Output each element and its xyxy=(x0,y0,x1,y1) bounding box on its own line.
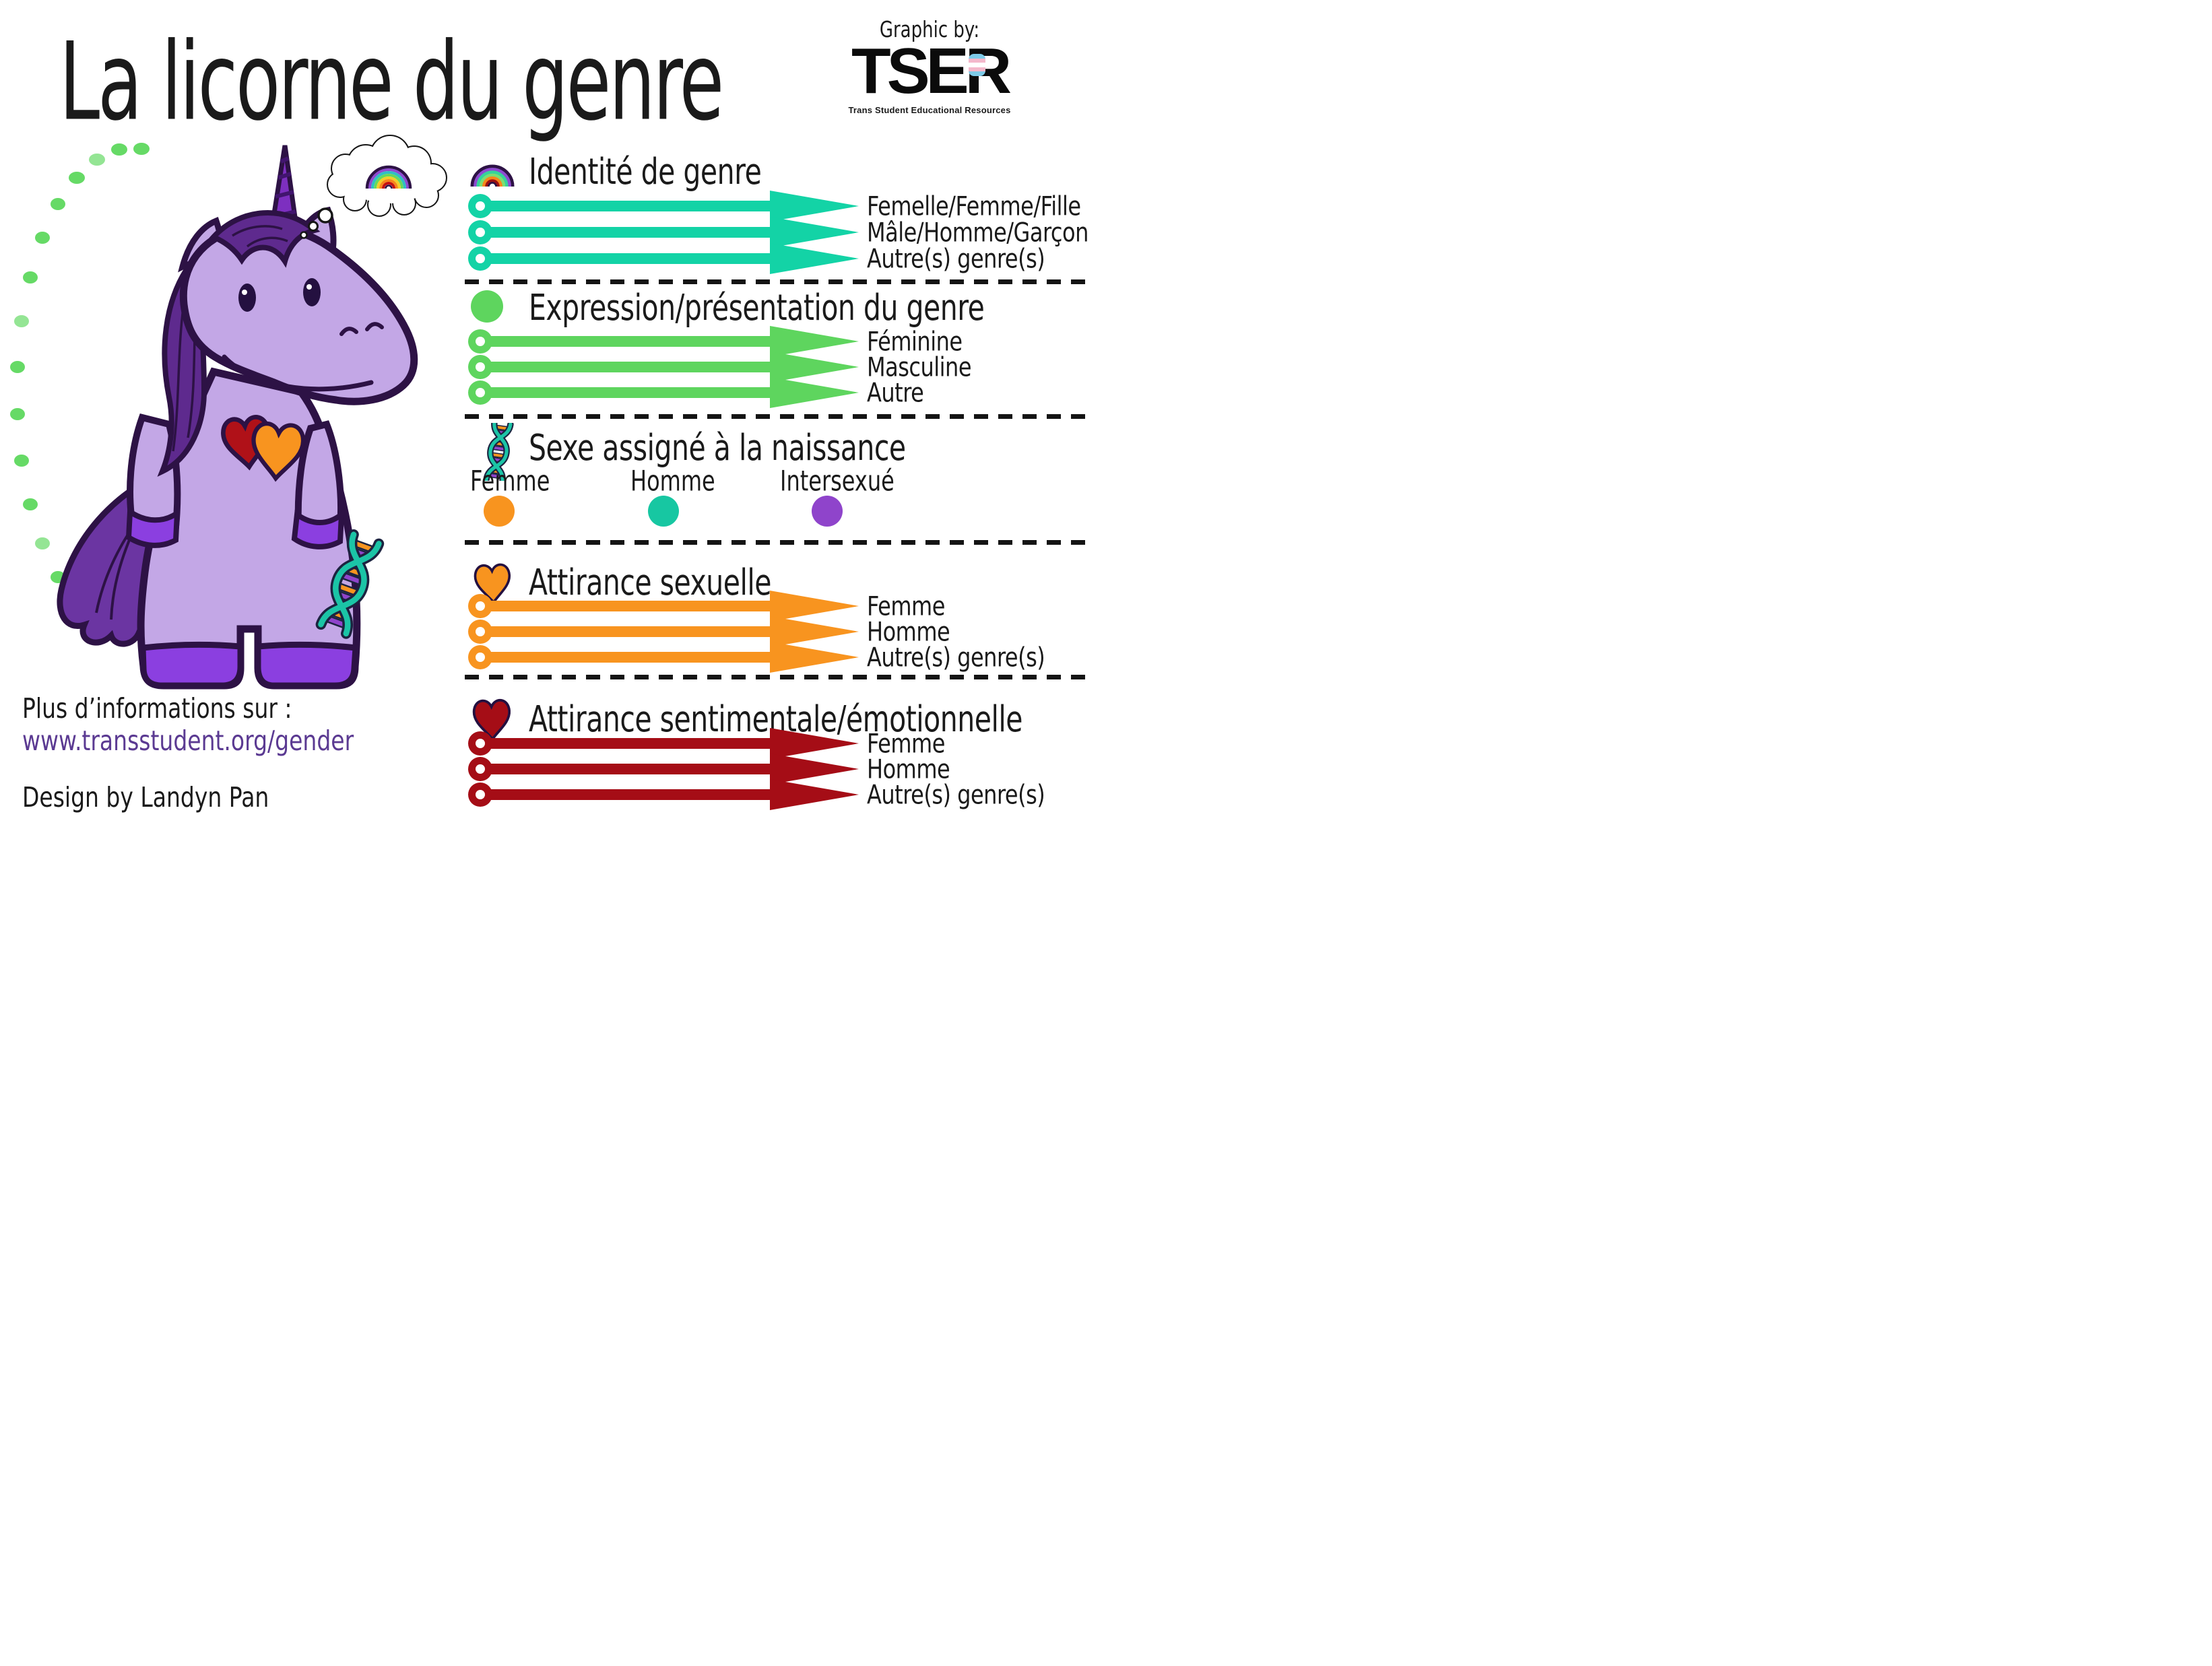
arrow-bar xyxy=(480,201,770,211)
arrow-label: Mâle/Homme/Garçon xyxy=(867,216,1088,248)
arrow-bar xyxy=(480,626,770,637)
unicorn-face xyxy=(222,278,384,392)
arrow-knob xyxy=(468,194,492,218)
arrow-knob xyxy=(468,731,492,756)
section-divider xyxy=(465,675,1095,679)
design-credit: Design by Landyn Pan xyxy=(22,780,269,813)
arrow-bar xyxy=(480,362,770,372)
arrow-label: Autre(s) genre(s) xyxy=(867,641,1045,673)
arrow-label: Femme xyxy=(867,727,945,760)
thought-bubble xyxy=(300,135,447,239)
arrow-bar xyxy=(480,336,770,347)
arrow-head xyxy=(770,779,859,810)
section-title-sexual-attraction: Attirance sexuelle xyxy=(529,561,771,604)
unicorn-left-arm xyxy=(125,413,181,548)
tser-org-name: Trans Student Educational Resources xyxy=(848,105,1011,115)
arrow-label: Autre(s) genre(s) xyxy=(867,778,1045,811)
sex-option-dot-homme xyxy=(648,496,679,527)
rainbow-icon xyxy=(470,164,515,187)
arrow-knob xyxy=(468,620,492,644)
arrow-bar xyxy=(480,227,770,238)
unicorn-left-leg-cuff xyxy=(139,641,244,689)
section-divider xyxy=(465,414,1095,419)
arrow-label: Femme xyxy=(867,590,945,622)
unicorn-right-arm xyxy=(291,420,345,549)
arrow-row: Autre(s) genre(s) xyxy=(468,642,1045,673)
arrow-label: Homme xyxy=(867,753,950,785)
arrow-knob xyxy=(468,645,492,669)
trans-flag-icon xyxy=(969,54,985,76)
website-url[interactable]: www.transstudent.org/gender xyxy=(22,724,354,757)
arrow-label: Homme xyxy=(867,615,950,648)
unicorn-forelock xyxy=(209,210,321,268)
more-info-label: Plus d’informations sur : xyxy=(22,692,292,725)
gender-unicorn-poster: La licorne du genre Graphic by: TSER Tra… xyxy=(0,0,1106,833)
arrow-row: Homme xyxy=(468,616,950,647)
section-title-gender-identity: Identité de genre xyxy=(529,150,762,193)
dna-icon xyxy=(483,423,514,481)
arrow-label: Masculine xyxy=(867,351,972,383)
green-circle-icon xyxy=(471,290,503,323)
arrow-bar xyxy=(480,764,770,774)
section-divider xyxy=(465,540,1095,545)
graphic-by-label: Graphic by: xyxy=(879,18,980,43)
arrow-label: Féminine xyxy=(867,325,963,358)
arrow-head xyxy=(770,217,859,248)
unicorn-right-leg-cuff xyxy=(255,641,359,689)
chest-heart-orange xyxy=(251,421,306,482)
arrow-label: Femelle/Femme/Fille xyxy=(867,190,1081,222)
arrow-knob xyxy=(468,246,492,271)
sex-option-label: Homme xyxy=(630,464,715,498)
website-link[interactable]: www.transstudent.org/gender xyxy=(22,724,354,757)
sex-option-dot-femme xyxy=(484,496,515,527)
bubble-rainbow-icon xyxy=(365,165,412,189)
arrow-knob xyxy=(468,355,492,379)
arrow-row: Femelle/Femme/Fille xyxy=(468,191,1081,222)
arrow-row: Homme xyxy=(468,754,950,785)
arrow-bar xyxy=(480,652,770,663)
arrow-head xyxy=(770,191,859,222)
arrow-row: Mâle/Homme/Garçon xyxy=(468,217,1088,248)
arrow-knob xyxy=(468,757,492,781)
arrow-knob xyxy=(468,594,492,618)
sex-option-label: Femme xyxy=(470,464,550,498)
arrow-bar xyxy=(480,387,770,398)
arrow-knob xyxy=(468,329,492,354)
sex-option-label: Intersexué xyxy=(780,464,894,498)
arrow-bar xyxy=(480,738,770,749)
arrow-bar xyxy=(480,789,770,800)
arrow-label: Autre xyxy=(867,376,924,409)
arrow-label: Autre(s) genre(s) xyxy=(867,242,1045,275)
section-title-gender-expression: Expression/présentation du genre xyxy=(529,286,985,329)
arrow-row: Autre xyxy=(468,376,924,409)
tser-logo: TSER xyxy=(795,39,1064,106)
arrow-head xyxy=(770,243,859,274)
credit-block: Graphic by: TSER Trans Student Education… xyxy=(795,18,1064,115)
arrow-bar xyxy=(480,253,770,264)
arrow-row: Féminine xyxy=(468,326,963,357)
sex-option-dot-intersexue xyxy=(812,496,843,527)
section-title-sex-assigned: Sexe assigné à la naissance xyxy=(529,426,906,469)
arrow-bar xyxy=(480,601,770,611)
unicorn-illustration xyxy=(10,135,447,690)
arrow-head xyxy=(770,642,859,673)
tser-logo-text: TSER xyxy=(851,35,1012,107)
arrow-knob xyxy=(468,380,492,405)
body-dna-icon xyxy=(315,529,385,639)
arrow-head xyxy=(770,377,859,408)
arrow-row: Autre(s) genre(s) xyxy=(468,243,1045,274)
arrow-knob xyxy=(468,782,492,807)
arrow-knob xyxy=(468,220,492,244)
arrow-row: Autre(s) genre(s) xyxy=(468,779,1045,810)
section-divider xyxy=(465,279,1095,284)
page-title: La licorne du genre xyxy=(59,20,724,145)
